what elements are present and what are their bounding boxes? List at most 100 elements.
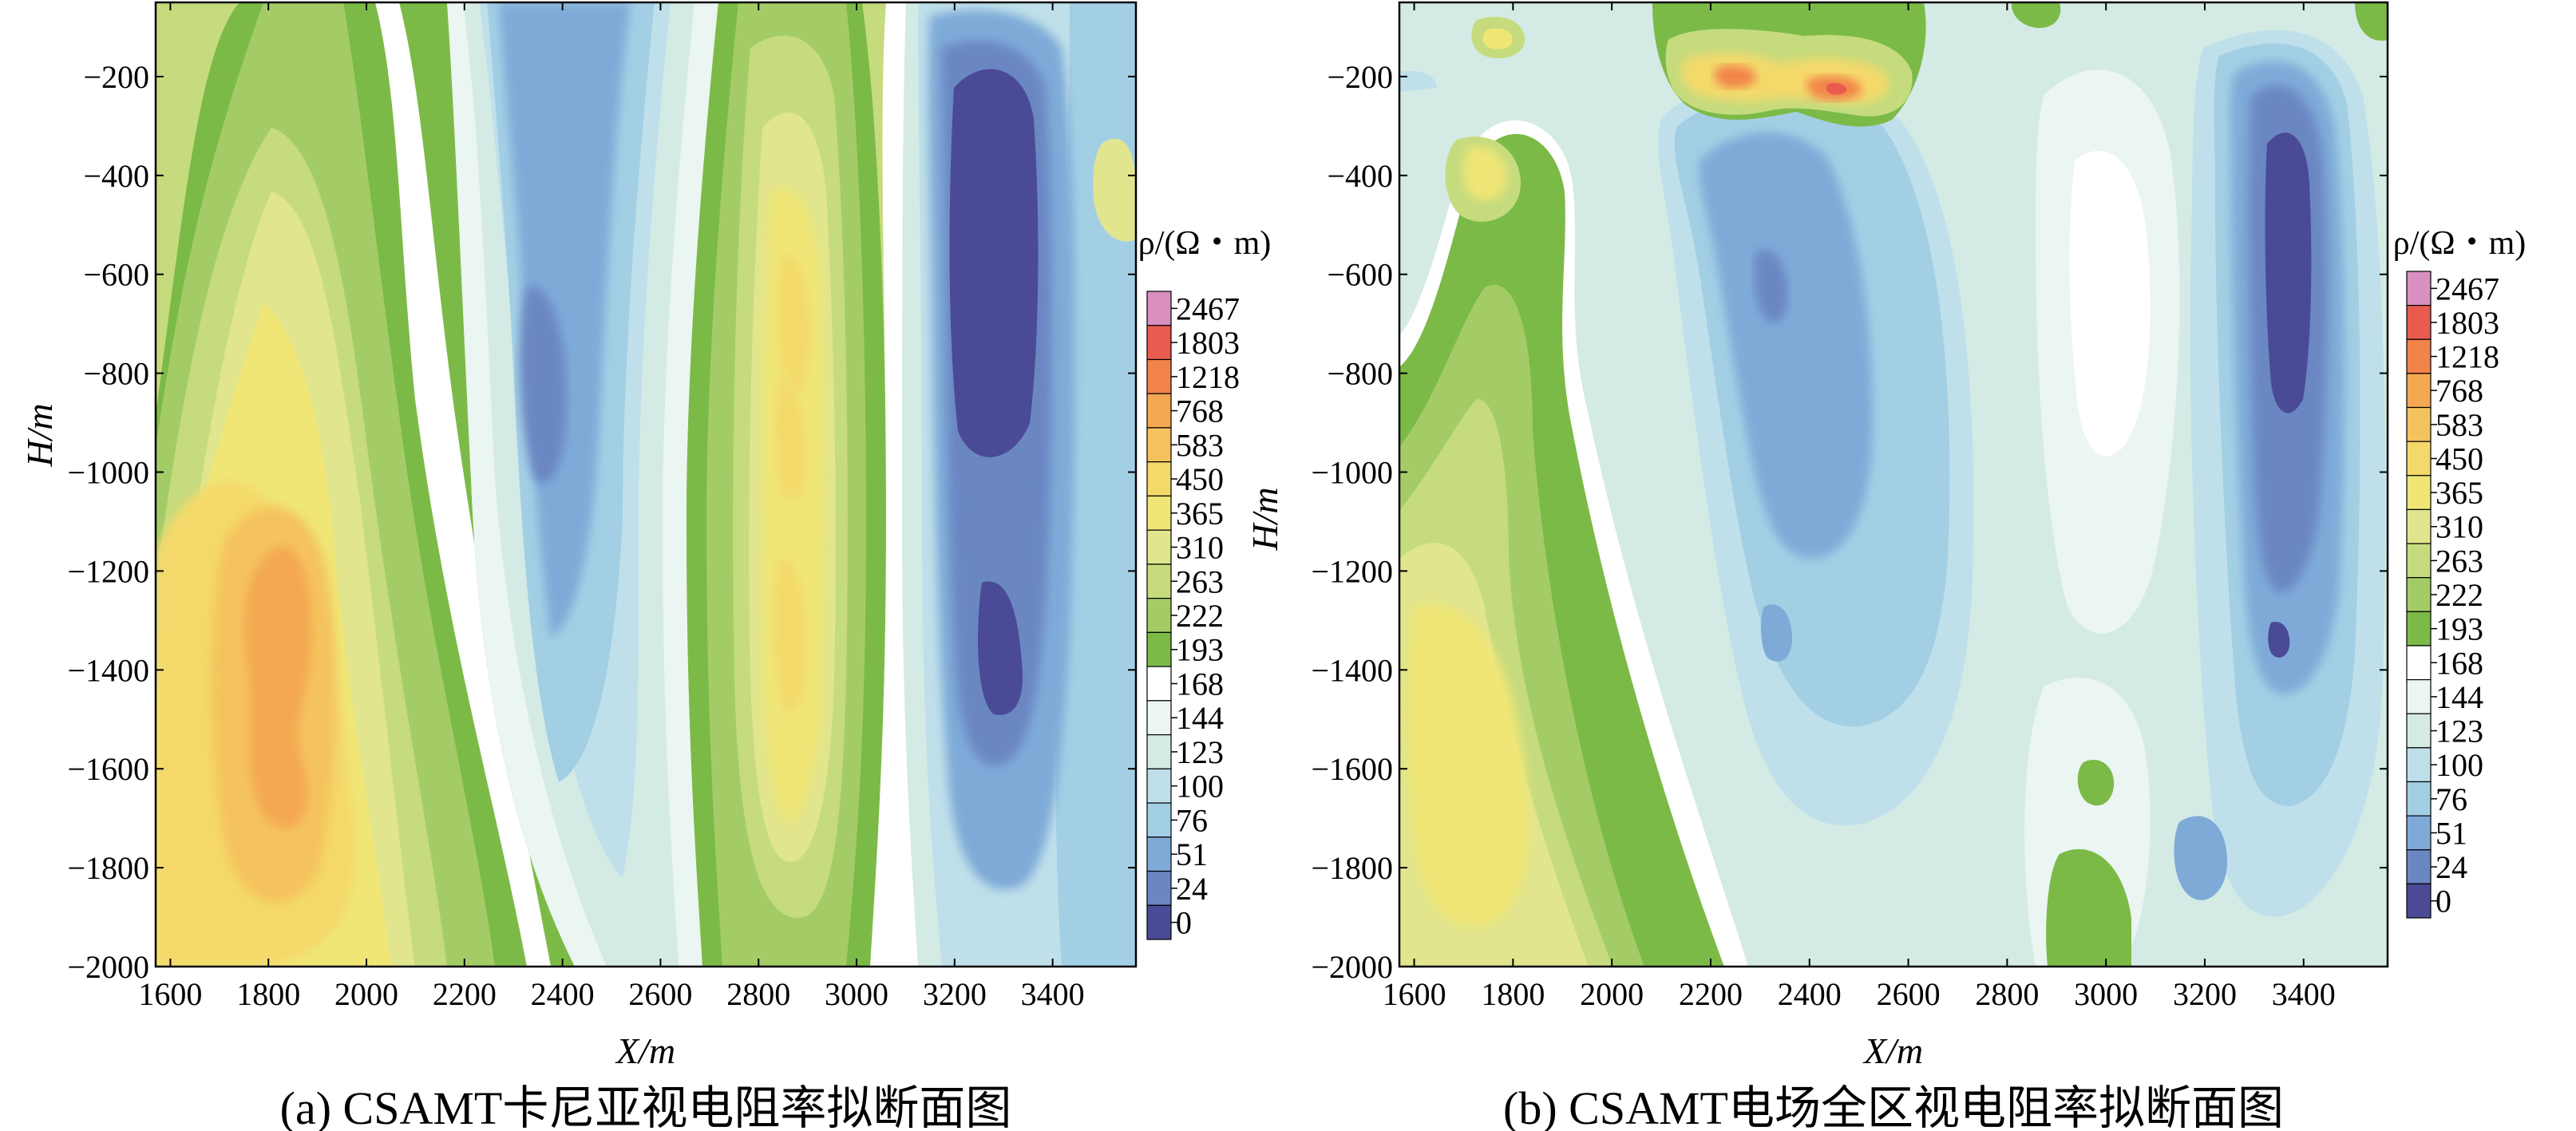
y-tick-label: −200 xyxy=(1327,59,1393,95)
colorbar-swatch xyxy=(2406,271,2432,306)
colorbar-label: 193 xyxy=(1176,632,1224,668)
panel-b-top-peak xyxy=(1826,82,1846,95)
colorbar-label: 144 xyxy=(2436,679,2483,715)
x-tick-label: 2200 xyxy=(1679,976,1743,1012)
panel-b-colorbar-title: ρ/(Ω・m) xyxy=(2393,225,2526,262)
colorbar-label: 24 xyxy=(2436,849,2467,885)
colorbar-swatch xyxy=(2406,849,2432,884)
panel-a-colorbar-title: ρ/(Ω・m) xyxy=(1138,225,1271,262)
colorbar-label: 450 xyxy=(1176,461,1224,497)
x-tick-label: 1800 xyxy=(236,976,300,1012)
panel-b-min-spot xyxy=(2268,622,2290,658)
colorbar-label: 450 xyxy=(2436,441,2483,477)
y-tick-label: −1000 xyxy=(1311,455,1393,491)
panel-b-low-spot xyxy=(2174,816,2227,900)
colorbar-label: 768 xyxy=(2436,373,2483,409)
colorbar-swatch xyxy=(1146,598,1172,633)
colorbar-swatch xyxy=(1146,291,1172,326)
y-tick-label: −1000 xyxy=(67,455,149,491)
x-tick-label: 2000 xyxy=(1580,976,1644,1012)
colorbar-swatch xyxy=(2406,441,2432,477)
x-tick-label: 2800 xyxy=(726,976,790,1012)
colorbar-swatch xyxy=(1146,836,1172,872)
colorbar-swatch xyxy=(2406,338,2432,374)
y-tick-label: −1200 xyxy=(67,553,149,589)
x-tick-label: 3400 xyxy=(1021,976,1085,1012)
y-tick-label: −600 xyxy=(83,257,149,293)
panel-b-cap-core xyxy=(1462,146,1508,201)
colorbar-label: 2467 xyxy=(1176,291,1240,326)
colorbar-swatch xyxy=(2406,645,2432,681)
x-tick-label: 2400 xyxy=(1778,976,1842,1012)
y-tick-label: −1400 xyxy=(1311,652,1393,688)
colorbar-swatch xyxy=(1146,461,1172,497)
colorbar-label: 168 xyxy=(1176,666,1224,702)
panel-a-min-zone xyxy=(949,69,1039,457)
panel-b-low-zone xyxy=(1699,132,1873,559)
colorbar-swatch xyxy=(2406,883,2432,919)
colorbar-label: 310 xyxy=(1176,530,1224,566)
panel-a-ylabel: H/m xyxy=(19,403,60,467)
colorbar-swatch xyxy=(1146,768,1172,804)
colorbar-label: 0 xyxy=(2436,884,2451,919)
colorbar-swatch xyxy=(1146,734,1172,769)
x-tick-label: 2000 xyxy=(334,976,398,1012)
colorbar-label: 583 xyxy=(1176,427,1224,463)
x-tick-label: 2600 xyxy=(1877,976,1941,1012)
panel-b-ylabel: H/m xyxy=(1244,487,1285,551)
colorbar-swatch xyxy=(2406,475,2432,511)
panel-b-top-max xyxy=(1715,65,1757,89)
colorbar-label: 1803 xyxy=(1176,325,1240,361)
colorbar-swatch xyxy=(2406,305,2432,340)
colorbar-label: 123 xyxy=(2436,714,2483,749)
colorbar-label: 100 xyxy=(1176,769,1224,805)
panel-a-band xyxy=(1055,2,1136,967)
panel-a-core xyxy=(775,382,806,500)
panel-b: 1600 1800 2000 2200 2400 2600 2800 3000 3200 3400… xyxy=(1244,1,2526,1131)
x-tick-label: 1800 xyxy=(1481,976,1545,1012)
colorbar-swatch xyxy=(2406,577,2432,612)
x-tick-label: 3400 xyxy=(2272,976,2336,1012)
colorbar-label: 123 xyxy=(1176,734,1224,770)
x-tick-label: 3200 xyxy=(2173,976,2237,1012)
colorbar-label: 310 xyxy=(2436,509,2483,545)
x-tick-label: 1600 xyxy=(1383,976,1446,1012)
panel-a-core xyxy=(774,557,806,713)
panel-b-top-spot xyxy=(2011,2,2061,28)
panel-a-colorbar: 2467180312187685834503653102632221931681… xyxy=(1146,291,1240,941)
panel-a-edge-high xyxy=(1093,138,1136,242)
colorbar-swatch xyxy=(2406,406,2432,442)
colorbar-label: 76 xyxy=(1176,802,1208,838)
colorbar-swatch xyxy=(1146,529,1172,565)
y-tick-label: −1800 xyxy=(1311,850,1393,886)
panel-b-top-spot-core xyxy=(1482,28,1513,49)
panel-b-colorbar: 2467180312187685834503653102632221931681… xyxy=(2406,271,2499,919)
colorbar-swatch xyxy=(1146,904,1172,940)
colorbar-swatch xyxy=(2406,373,2432,409)
colorbar-swatch xyxy=(1146,700,1172,736)
panel-b-frame xyxy=(1398,1,2389,968)
panel-a-caption: (a) CSAMT卡尼亚视电阻率拟断面图 xyxy=(280,1082,1012,1131)
colorbar-label: 365 xyxy=(1176,496,1224,532)
y-tick-label: −2000 xyxy=(67,949,149,985)
colorbar-label: 2467 xyxy=(2436,271,2499,306)
colorbar-label: 1803 xyxy=(2436,305,2499,341)
x-tick-label: 2400 xyxy=(531,976,595,1012)
panel-b-min-zone xyxy=(2265,132,2312,413)
colorbar-swatch xyxy=(1146,495,1172,531)
panel-a-band-white xyxy=(375,2,575,967)
panel-a: 1600 1800 2000 2200 2400 2600 2800 3000 3200 3400… xyxy=(19,1,1271,1131)
x-tick-label: 3000 xyxy=(2074,976,2138,1012)
y-tick-label: −200 xyxy=(83,59,149,95)
colorbar-swatch xyxy=(1146,427,1172,463)
y-tick-label: −1800 xyxy=(67,850,149,886)
colorbar-swatch xyxy=(1146,358,1172,394)
panel-a-band-green xyxy=(399,2,575,967)
panel-a-core xyxy=(778,254,810,393)
y-tick-label: −2000 xyxy=(1311,949,1393,985)
y-tick-label: −1400 xyxy=(67,652,149,688)
panel-b-green-spot xyxy=(2077,759,2115,806)
colorbar-label: 51 xyxy=(1176,836,1208,872)
panel-b-xlabel: X/m xyxy=(1862,1030,1923,1071)
